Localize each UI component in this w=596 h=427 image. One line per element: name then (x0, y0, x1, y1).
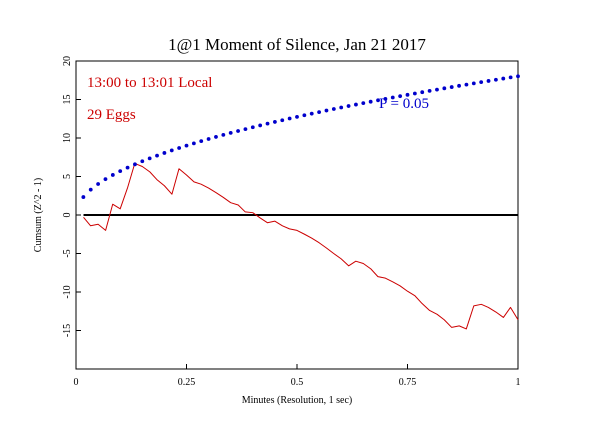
y-tick-label: -10 (62, 285, 73, 298)
p-envelope-point (221, 132, 226, 137)
p-envelope-point (110, 173, 115, 177)
p-envelope-point (169, 148, 174, 153)
y-tick-label: 5 (62, 174, 73, 179)
p-envelope-point (457, 83, 461, 88)
y-tick-label: 0 (62, 213, 73, 218)
p-envelope-point (162, 151, 167, 155)
p-envelope-point (324, 108, 329, 113)
p-envelope-point (486, 79, 491, 83)
time-window-label: 13:00 to 13:01 Local (87, 75, 212, 91)
p-envelope-point (206, 137, 211, 141)
p-envelope-point (140, 159, 145, 164)
p-envelope-point (265, 121, 270, 126)
p-envelope-point (331, 107, 336, 111)
p-envelope-point (516, 74, 520, 79)
p-envelope-point (346, 104, 351, 108)
axis-ticks: 0 0.25 0.5 0.75 1 20 15 10 5 0 -5 -10 -15 (62, 56, 521, 388)
p-envelope-point (228, 131, 233, 135)
eggs-count-label: 29 Eggs (87, 107, 136, 123)
p-envelope-point (420, 90, 425, 95)
p-envelope-point (280, 118, 285, 123)
p-envelope-point (412, 91, 417, 96)
p-envelope-point (96, 182, 100, 186)
x-axis-title: Minutes (Resolution, 1 sec) (242, 395, 353, 406)
x-tick-label: 0 (74, 377, 79, 388)
p-envelope-point (368, 99, 373, 104)
p-envelope-point (147, 156, 152, 161)
x-tick-label: 0.75 (399, 377, 417, 388)
p-envelope-point (449, 85, 454, 89)
y-tick-label: 15 (62, 95, 73, 105)
chart-title: 1@1 Moment of Silence, Jan 21 2017 (168, 35, 426, 54)
cumsum-line (83, 162, 519, 330)
p-envelope-point (442, 86, 447, 91)
p-envelope-point (405, 92, 410, 97)
p-envelope-point (390, 95, 395, 100)
p-value-label: P = 0.05 (379, 96, 429, 112)
p-envelope-point (317, 110, 321, 114)
p-envelope-point (81, 195, 86, 199)
p-envelope-point (177, 146, 182, 150)
y-tick-label: 20 (62, 56, 73, 66)
p-envelope-point (118, 169, 123, 174)
p-envelope-point (302, 113, 307, 118)
p-envelope-point (354, 102, 358, 107)
p-envelope-point (435, 87, 439, 92)
p-envelope-point (103, 177, 108, 182)
p-envelope-point (273, 120, 277, 124)
p-envelope-point (383, 97, 388, 101)
p-envelope-point (398, 94, 403, 99)
p-envelope-point (494, 77, 498, 82)
series-layer (81, 74, 520, 330)
p-envelope-point (125, 165, 130, 170)
p-envelope-point (427, 88, 432, 93)
p-envelope-point (361, 101, 366, 106)
p-envelope-point (236, 129, 240, 133)
y-tick-label: 10 (62, 133, 73, 143)
p-envelope-point (214, 135, 218, 139)
p-envelope-point (339, 105, 344, 110)
x-tick-label: 1 (516, 377, 521, 388)
p-envelope-point (295, 114, 299, 119)
x-tick-label: 0.25 (178, 377, 196, 388)
p-envelope-point (287, 116, 292, 121)
p-envelope-point (508, 75, 513, 80)
p-envelope-point (309, 111, 314, 116)
y-tick-label: -5 (62, 249, 73, 257)
p-envelope-point (479, 80, 484, 85)
p-envelope-point (376, 98, 380, 103)
p-envelope-point (471, 81, 476, 86)
p-envelope-point (250, 125, 255, 130)
p-envelope-point (501, 76, 506, 81)
y-tick-label: -15 (62, 324, 73, 337)
p-envelope-point (464, 82, 469, 87)
p-envelope-point (155, 153, 159, 158)
p-envelope-point (184, 143, 189, 148)
x-tick-label: 0.5 (291, 377, 304, 388)
p-envelope-point (88, 187, 93, 192)
p-envelope-point (258, 123, 263, 128)
p-envelope-point (243, 127, 248, 131)
p-envelope-point (133, 162, 137, 167)
p-envelope-point (191, 141, 196, 146)
p-envelope-point (199, 139, 204, 144)
y-axis-title: Cumsum (Z^2 - 1) (33, 178, 44, 252)
